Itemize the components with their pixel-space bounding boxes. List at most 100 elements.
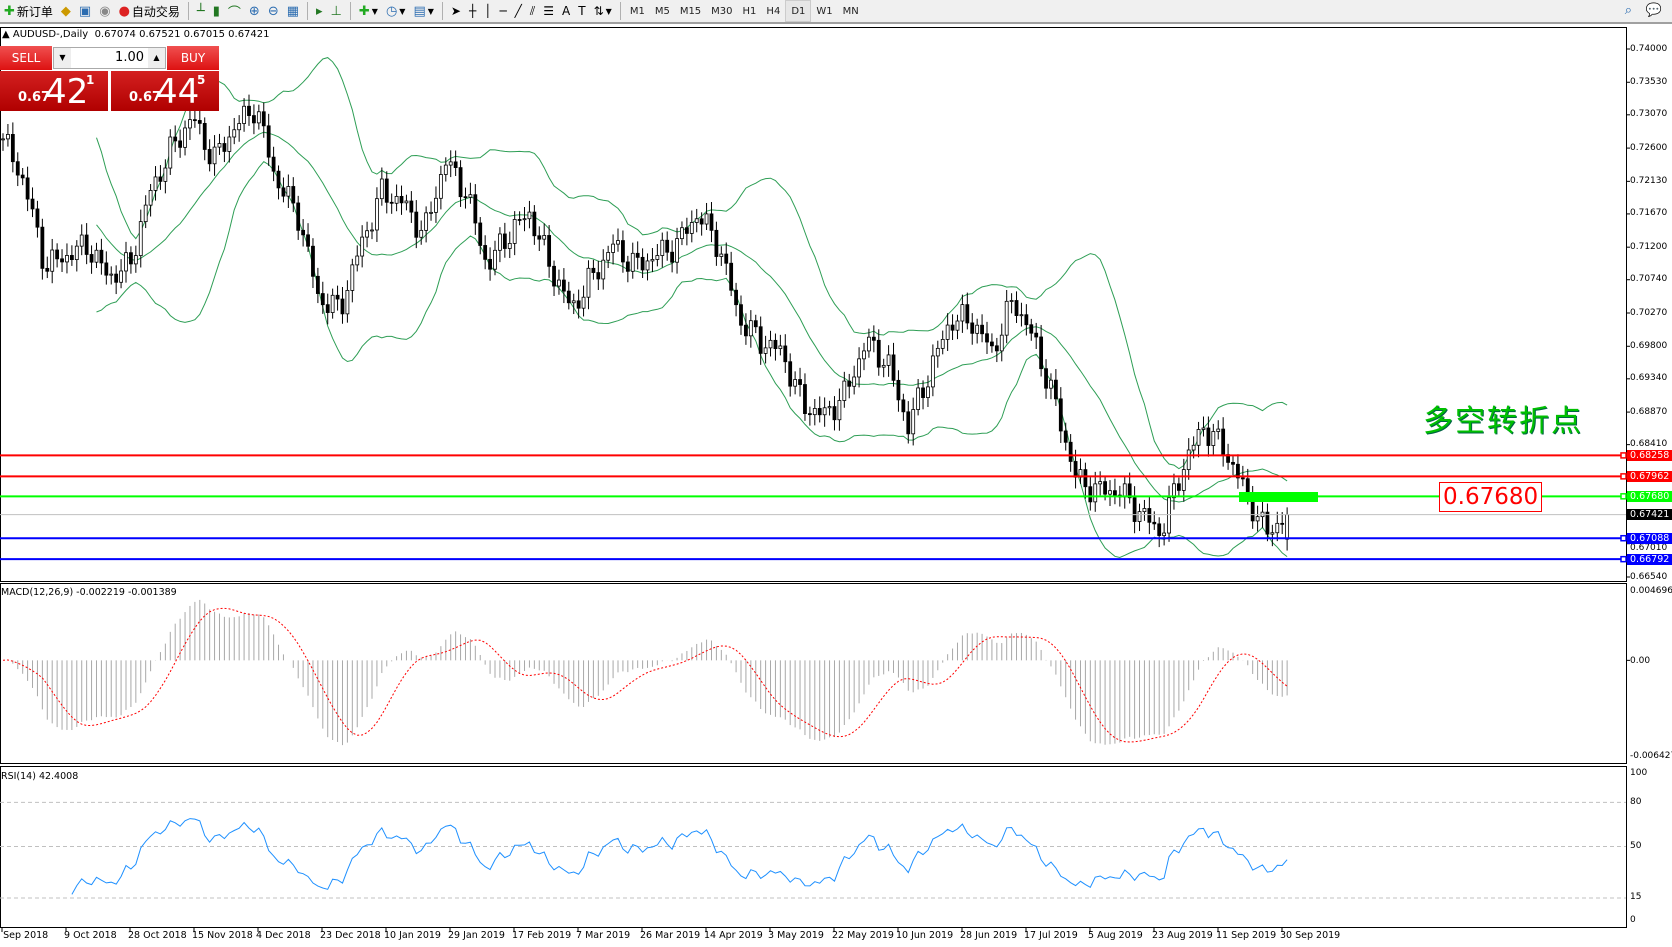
timeframe-d1[interactable]: D1: [785, 0, 812, 22]
timeframe-h1[interactable]: H1: [742, 5, 757, 17]
timeframe-mn[interactable]: MN: [842, 5, 859, 17]
text-tool[interactable]: A: [558, 0, 574, 22]
rsi-axis-label: 15: [1630, 892, 1642, 903]
chat-icon[interactable]: 💬: [1645, 3, 1662, 18]
arrows-tool[interactable]: ⇅ ▼: [590, 0, 616, 22]
terminal-button[interactable]: ▣: [75, 0, 95, 22]
date-axis-label: 29 Jan 2019: [448, 930, 505, 941]
bar-chart-button[interactable]: ┴: [193, 0, 209, 22]
auto-trading-label: 自动交易: [131, 4, 180, 19]
candle-body: [65, 255, 69, 263]
signals-button[interactable]: ◉: [95, 0, 114, 22]
annotation-text[interactable]: 多空转折点: [1423, 404, 1583, 439]
timeframe-m1[interactable]: M1: [629, 5, 645, 17]
candle-body: [778, 345, 783, 350]
date-axis-label: 5 Aug 2019: [1088, 930, 1143, 941]
new-order-button[interactable]: ✚ 新订单: [0, 0, 57, 22]
signal-icon: ◉: [99, 3, 111, 19]
level-price-tag: 0.68258: [1627, 450, 1672, 461]
candle-body: [252, 115, 256, 124]
candle-body: [1211, 431, 1216, 446]
candle-body: [832, 406, 837, 421]
candle-body: [1216, 428, 1221, 432]
candle-body: [148, 189, 153, 206]
candle-body: [1270, 532, 1275, 535]
candle-body: [1044, 368, 1048, 389]
candle-body: [419, 229, 424, 238]
timeframe-m5[interactable]: M5: [654, 5, 670, 17]
candle-body: [640, 256, 645, 271]
candle-body: [606, 252, 611, 261]
candle-body: [1, 138, 5, 141]
macd-axis-min: -0.006427: [1630, 751, 1672, 761]
price-axis-label: 0.69340: [1630, 373, 1668, 383]
candle-body: [1068, 441, 1073, 462]
timeframe-m15[interactable]: M15: [679, 5, 702, 17]
indicators-button[interactable]: ✚ ▼: [355, 0, 382, 22]
buy-button[interactable]: BUY: [167, 46, 219, 70]
rsi-axis-label: 0: [1630, 914, 1636, 925]
candle-body: [325, 304, 330, 313]
candle-body: [1231, 461, 1235, 465]
crosshair-tool[interactable]: ┼: [465, 0, 480, 22]
buy-price[interactable]: 0.67 44 5: [111, 71, 219, 111]
decrease-lot-button[interactable]: ▼: [54, 48, 71, 68]
zoom-in-button[interactable]: ⊕: [245, 0, 264, 22]
vertical-line-tool[interactable]: │: [480, 0, 495, 22]
templates-button[interactable]: ▤ ▼: [409, 0, 437, 22]
sell-button[interactable]: SELL: [0, 46, 52, 70]
candle-body: [1186, 449, 1191, 470]
annotation-price-label[interactable]: 0.67680: [1439, 482, 1543, 512]
increase-lot-button[interactable]: ▲: [148, 48, 165, 68]
periods-button[interactable]: ◷ ▼: [382, 0, 410, 22]
auto-scroll-button[interactable]: ▸: [312, 0, 327, 22]
candle-body: [84, 234, 89, 255]
line-chart-button[interactable]: ⌒: [224, 0, 245, 22]
candle-body: [1004, 300, 1009, 336]
level-price-tag: 0.67962: [1627, 471, 1672, 482]
rsi-line: [71, 818, 1288, 895]
timeframe-m30[interactable]: M30: [711, 5, 733, 17]
candle-body: [502, 233, 507, 249]
date-axis-label: 11 Sep 2019: [1216, 930, 1277, 941]
tile-icon: ▦: [286, 3, 300, 19]
search-icon[interactable]: ⌕: [1624, 3, 1632, 18]
chart-shift-button[interactable]: ⊥: [327, 0, 346, 22]
channel-tool[interactable]: ⫽: [526, 0, 539, 22]
candle-body: [1176, 483, 1181, 491]
text-label-tool[interactable]: T: [574, 0, 589, 22]
fibonacci-tool[interactable]: ☰: [539, 0, 558, 22]
navigator-button[interactable]: ◆: [57, 0, 75, 22]
bollinger-middle-band: [96, 131, 1288, 503]
candle-body: [493, 249, 497, 270]
timeframe-h4[interactable]: H4: [766, 5, 781, 17]
auto-trading-icon: ●: [118, 3, 130, 19]
trendline-tool[interactable]: ╱: [511, 0, 526, 22]
rsi-axis-label: 50: [1630, 841, 1642, 851]
candle-body: [222, 143, 227, 152]
auto-trading-button[interactable]: ● 自动交易: [115, 0, 184, 22]
candle-body: [901, 399, 906, 413]
level-handle: [1620, 493, 1627, 500]
candle-chart-button[interactable]: ▮: [209, 0, 224, 22]
candle-body: [188, 119, 192, 129]
candle-body: [1029, 324, 1034, 334]
timeframe-w1[interactable]: W1: [816, 5, 833, 17]
clock-icon: ◷: [385, 3, 398, 19]
candle-body: [50, 249, 55, 272]
tile-windows-button[interactable]: ▦: [283, 0, 303, 22]
candle-body: [256, 111, 261, 124]
cursor-tool[interactable]: ➤: [447, 0, 465, 22]
candle-body: [384, 178, 389, 203]
candle-body: [758, 326, 763, 354]
level-handle: [1620, 555, 1627, 563]
zoom-out-button[interactable]: ⊖: [264, 0, 283, 22]
lot-size-input[interactable]: 1.00: [115, 50, 144, 65]
bollinger-lower-band: [96, 161, 1288, 559]
sell-price[interactable]: 0.67 42 1: [0, 71, 108, 111]
level-handle: [1620, 473, 1627, 480]
horizontal-line-tool[interactable]: ─: [495, 0, 510, 22]
lot-size-stepper[interactable]: ▼ 1.00 ▲: [53, 47, 166, 69]
candle-body: [803, 384, 807, 414]
